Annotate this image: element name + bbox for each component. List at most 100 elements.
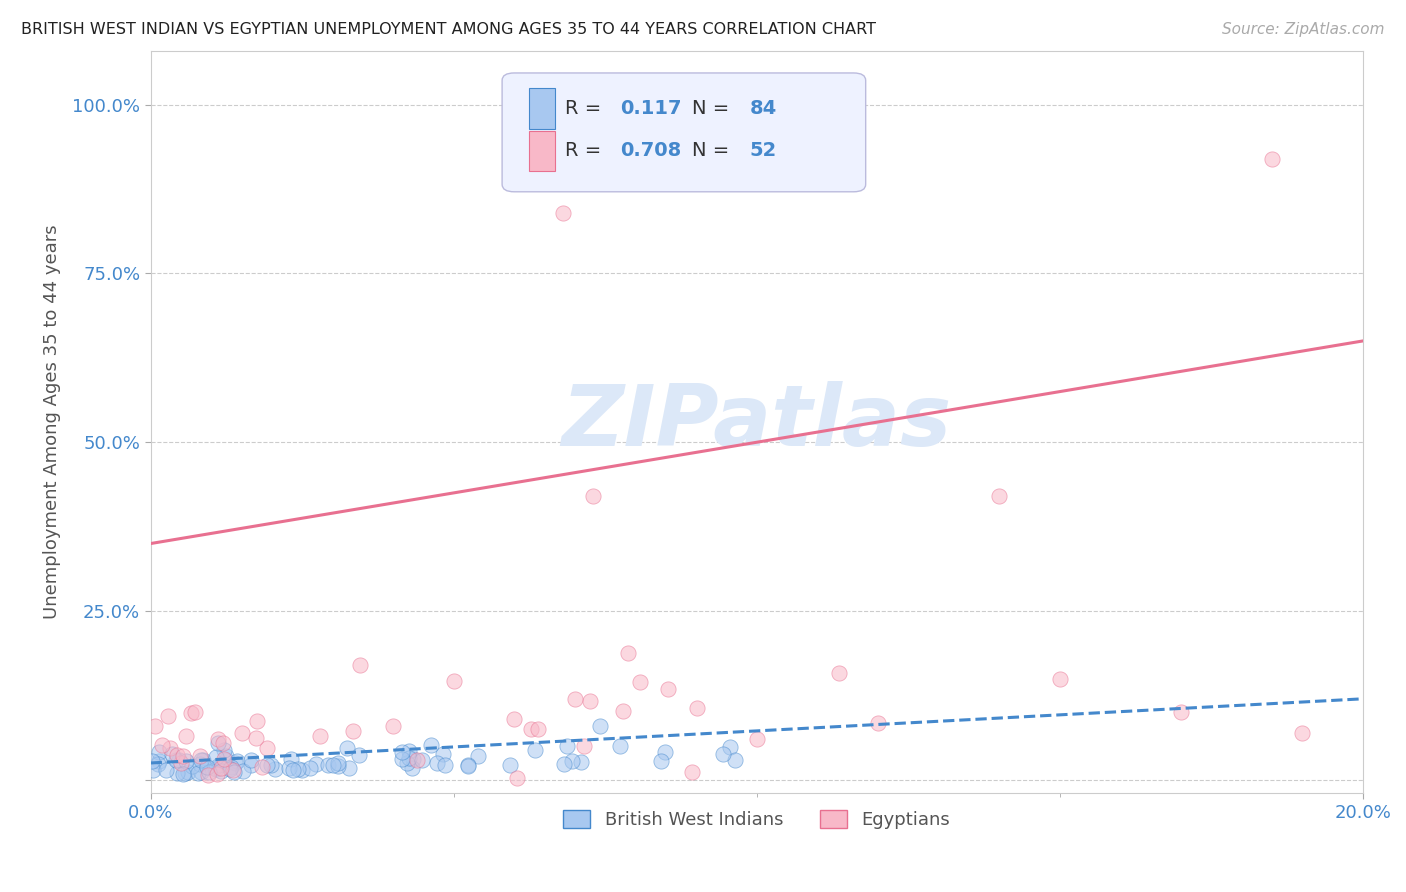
Point <box>215 752 238 766</box>
Point <box>572 739 595 753</box>
Point <box>212 752 235 766</box>
Point <box>866 716 889 731</box>
Point <box>226 754 249 768</box>
Point <box>174 729 197 743</box>
Point <box>326 756 349 770</box>
Point <box>398 751 420 765</box>
Point <box>564 692 586 706</box>
Point <box>718 739 741 754</box>
Point <box>336 741 359 756</box>
Point <box>988 489 1011 503</box>
Point <box>159 740 181 755</box>
Point <box>172 766 194 780</box>
Point <box>188 757 211 772</box>
Point <box>569 756 592 770</box>
Point <box>146 757 169 772</box>
Point <box>221 760 243 774</box>
Point <box>411 753 433 767</box>
Point <box>202 761 225 775</box>
Point <box>170 756 193 771</box>
Text: R =: R = <box>565 142 607 161</box>
Point <box>180 759 202 773</box>
Point <box>1049 672 1071 686</box>
Point <box>166 747 188 762</box>
Point <box>256 758 278 772</box>
Point <box>745 732 768 747</box>
Point <box>628 674 651 689</box>
Point <box>316 757 339 772</box>
FancyBboxPatch shape <box>529 130 555 171</box>
Point <box>245 731 267 746</box>
Point <box>382 719 405 733</box>
Text: N =: N = <box>692 99 735 118</box>
Point <box>180 706 202 720</box>
Point <box>551 205 574 219</box>
Point <box>582 489 605 503</box>
Point <box>342 724 364 739</box>
Y-axis label: Unemployment Among Ages 35 to 44 years: Unemployment Among Ages 35 to 44 years <box>44 225 60 619</box>
Point <box>349 657 371 672</box>
Point <box>142 763 165 777</box>
Point <box>347 747 370 762</box>
Point <box>553 756 575 771</box>
Point <box>524 743 547 757</box>
Point <box>686 700 709 714</box>
Point <box>162 747 184 762</box>
Point <box>287 762 309 776</box>
Point <box>209 761 232 775</box>
Text: 52: 52 <box>749 142 776 161</box>
Point <box>167 753 190 767</box>
Point <box>299 761 322 775</box>
Point <box>155 763 177 777</box>
Text: N =: N = <box>692 142 735 161</box>
Point <box>148 745 170 759</box>
Point <box>617 646 640 660</box>
Point <box>280 752 302 766</box>
Point <box>187 766 209 780</box>
Point <box>612 704 634 718</box>
Point <box>221 763 243 777</box>
Point <box>337 761 360 775</box>
Point <box>250 759 273 773</box>
Point <box>650 754 672 768</box>
Legend: British West Indians, Egyptians: British West Indians, Egyptians <box>557 803 957 837</box>
Point <box>443 673 465 688</box>
Point <box>1170 706 1192 720</box>
Point <box>143 719 166 733</box>
Point <box>426 756 449 770</box>
Point <box>402 752 425 766</box>
Point <box>173 766 195 780</box>
Point <box>505 771 527 785</box>
Point <box>208 758 231 772</box>
Point <box>148 755 170 769</box>
Point <box>828 666 851 681</box>
Point <box>305 757 328 772</box>
Text: 0.708: 0.708 <box>620 142 681 161</box>
Point <box>395 756 418 771</box>
Point <box>578 694 600 708</box>
Point <box>291 763 314 777</box>
Point <box>246 714 269 729</box>
Point <box>326 759 349 773</box>
Point <box>205 767 228 781</box>
Text: ZIPatlas: ZIPatlas <box>561 381 952 464</box>
Point <box>211 736 233 750</box>
Point <box>281 763 304 777</box>
Point <box>406 753 429 767</box>
Point <box>256 740 278 755</box>
Point <box>150 739 173 753</box>
Point <box>467 748 489 763</box>
Point <box>308 729 330 743</box>
Point <box>188 749 211 764</box>
Point <box>503 712 526 726</box>
Point <box>561 754 583 768</box>
Point <box>209 764 232 778</box>
Point <box>1291 725 1313 739</box>
Point <box>434 758 457 772</box>
FancyBboxPatch shape <box>529 88 555 129</box>
Point <box>322 758 344 772</box>
Point <box>177 765 200 780</box>
Point <box>398 744 420 758</box>
Point <box>711 747 734 762</box>
Text: 84: 84 <box>749 99 776 118</box>
